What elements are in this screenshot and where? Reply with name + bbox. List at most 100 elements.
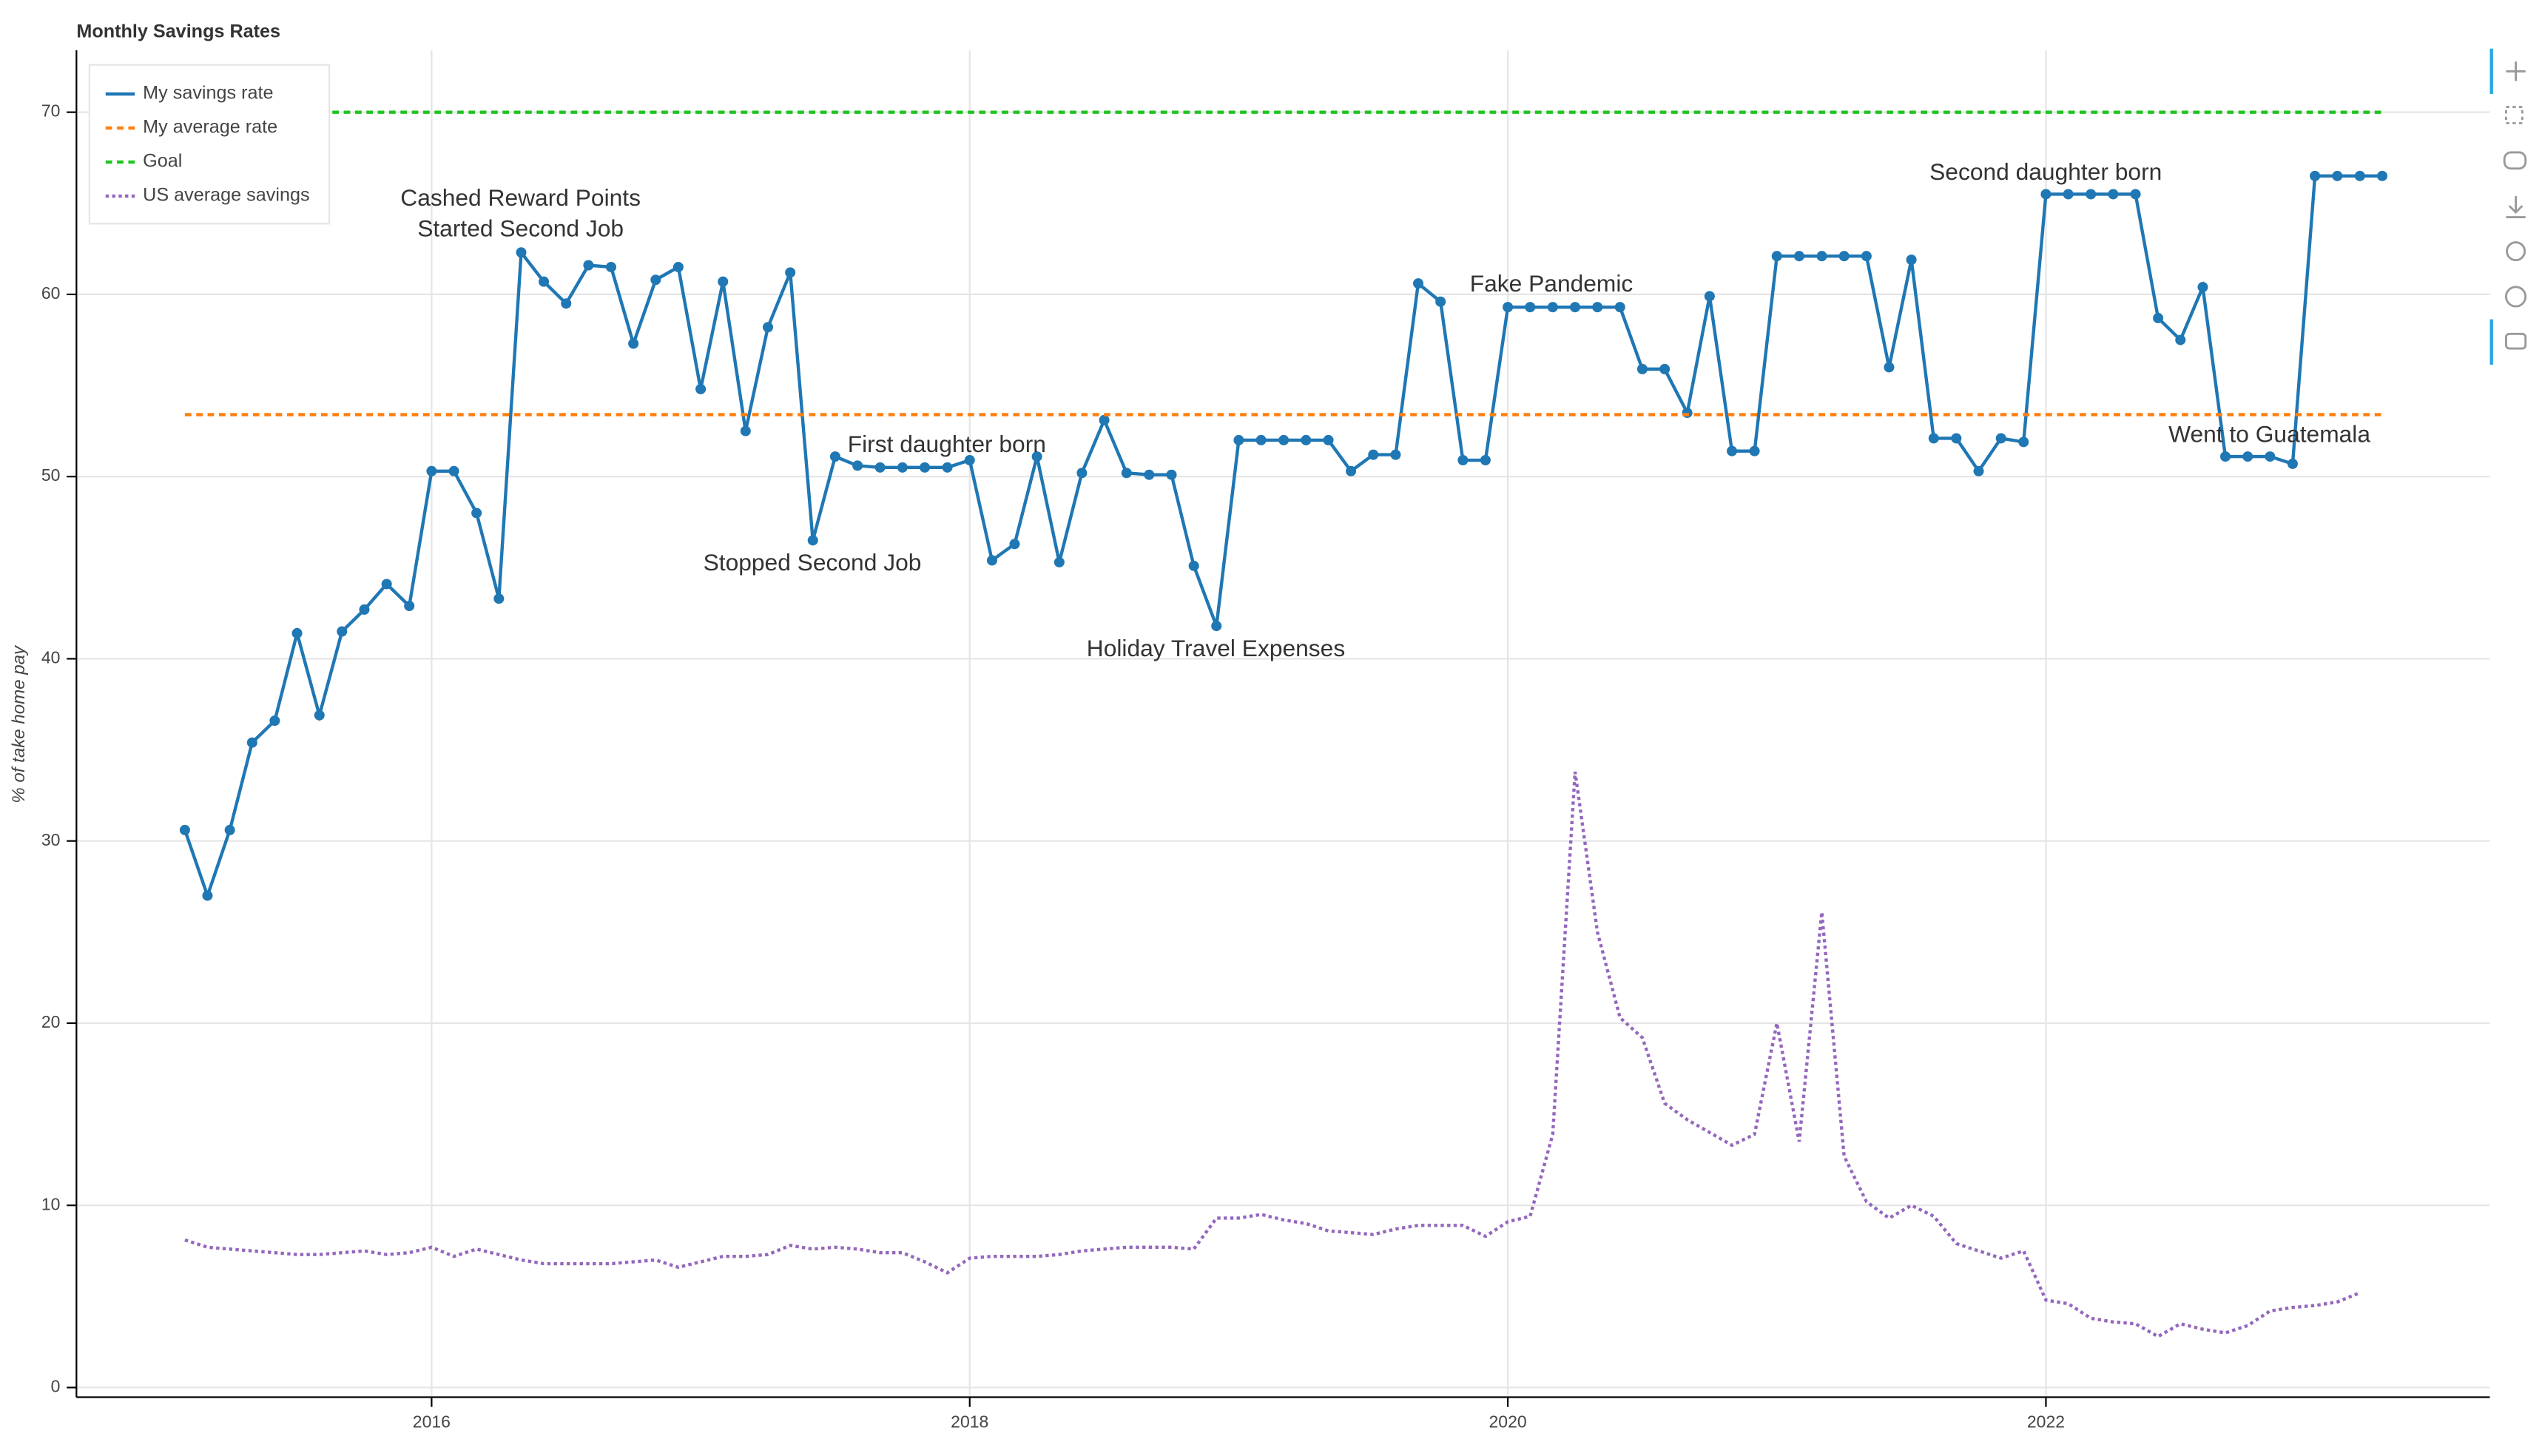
data-point bbox=[202, 890, 213, 901]
data-point bbox=[1816, 251, 1827, 262]
data-point bbox=[269, 715, 280, 727]
y-tick-label: 40 bbox=[41, 648, 61, 667]
box-zoom-tool[interactable] bbox=[2505, 106, 2524, 124]
y-tick-label: 50 bbox=[41, 465, 61, 485]
data-point bbox=[381, 579, 392, 590]
data-point bbox=[1614, 302, 1625, 313]
data-point bbox=[2265, 451, 2276, 462]
annotation: Cashed Reward Points bbox=[400, 184, 641, 211]
data-point bbox=[471, 508, 482, 519]
data-point bbox=[1592, 302, 1603, 313]
data-point bbox=[1861, 251, 1872, 262]
data-point bbox=[1211, 621, 1222, 632]
data-point bbox=[337, 626, 348, 637]
data-point bbox=[539, 276, 550, 287]
data-point bbox=[920, 462, 931, 473]
data-point bbox=[1166, 469, 1177, 480]
y-tick-label: 10 bbox=[41, 1194, 61, 1213]
data-point bbox=[1749, 445, 1760, 456]
data-point bbox=[807, 535, 818, 546]
data-point bbox=[1031, 451, 1042, 462]
data-point bbox=[2130, 189, 2141, 200]
data-point bbox=[1659, 363, 1670, 374]
data-point bbox=[1144, 469, 1155, 480]
data-point bbox=[583, 260, 594, 271]
reset-tool[interactable] bbox=[2506, 241, 2526, 262]
data-point bbox=[2197, 282, 2208, 293]
data-point bbox=[2310, 170, 2321, 181]
annotation: Stopped Second Job bbox=[704, 549, 922, 576]
help-tool[interactable] bbox=[2505, 286, 2527, 308]
legend: My savings rate My average rate Goal US ave… bbox=[88, 64, 331, 225]
data-point bbox=[2108, 189, 2119, 200]
grid: 0 10 20 30 40 50 60 70 2016 2018 2020 2022 bbox=[41, 50, 2490, 1432]
plot-area: Cashed Reward Points Started Second Job Fi… bbox=[179, 110, 2388, 1339]
legend-label: My average rate bbox=[143, 117, 277, 138]
data-point bbox=[291, 627, 303, 638]
data-point bbox=[2063, 189, 2074, 200]
data-point bbox=[2040, 189, 2052, 200]
data-point bbox=[942, 462, 953, 473]
data-point bbox=[2086, 189, 2097, 200]
y-tick-label: 60 bbox=[41, 283, 61, 303]
data-point bbox=[1682, 407, 1693, 418]
data-point bbox=[1636, 363, 1648, 374]
data-point bbox=[2354, 170, 2365, 181]
x-tick-label: 2020 bbox=[1489, 1412, 1527, 1432]
data-point bbox=[1704, 291, 1715, 302]
y-tick-label: 0 bbox=[51, 1377, 61, 1396]
data-point bbox=[426, 465, 437, 476]
data-point bbox=[1995, 433, 2006, 444]
data-point bbox=[246, 737, 257, 748]
data-point bbox=[2242, 451, 2253, 462]
data-point bbox=[986, 555, 997, 566]
data-point bbox=[1884, 362, 1895, 373]
data-point bbox=[1951, 433, 1962, 444]
data-point bbox=[1838, 251, 1850, 262]
save-tool[interactable] bbox=[2506, 196, 2526, 218]
annotation: Second daughter born bbox=[1929, 158, 2162, 185]
hover-tool[interactable] bbox=[2505, 332, 2527, 350]
data-point bbox=[762, 322, 774, 333]
data-point bbox=[404, 600, 415, 612]
data-point bbox=[1928, 433, 1939, 444]
data-point bbox=[1547, 302, 1558, 313]
data-point bbox=[785, 267, 796, 278]
data-point bbox=[2332, 170, 2343, 181]
data-point bbox=[1973, 465, 1984, 476]
data-point bbox=[1390, 449, 1401, 460]
data-point bbox=[1727, 445, 1738, 456]
chart-title: Monthly Savings Rates bbox=[76, 21, 280, 41]
y-axis-label: % of take home pay bbox=[9, 644, 29, 803]
x-tick-label: 2016 bbox=[413, 1412, 451, 1432]
data-point bbox=[1121, 468, 1132, 479]
legend-box bbox=[88, 64, 331, 225]
data-point bbox=[561, 298, 572, 309]
data-point bbox=[1570, 302, 1581, 313]
toolbar bbox=[2489, 48, 2527, 365]
data-point bbox=[1412, 278, 1424, 289]
data-point bbox=[224, 824, 235, 835]
tool-active bbox=[2489, 48, 2493, 95]
data-point bbox=[2175, 334, 2186, 346]
data-point bbox=[1053, 556, 1065, 567]
data-point bbox=[650, 274, 661, 286]
wheel-zoom-tool[interactable] bbox=[2503, 151, 2527, 170]
x-tick-label: 2022 bbox=[2027, 1412, 2065, 1432]
data-point bbox=[179, 824, 190, 835]
legend-label: My savings rate bbox=[143, 83, 273, 104]
y-tick-label: 20 bbox=[41, 1012, 61, 1031]
data-point bbox=[1076, 468, 1088, 479]
pan-tool[interactable] bbox=[2506, 61, 2526, 81]
series-line bbox=[184, 771, 2361, 1339]
data-point bbox=[1503, 302, 1514, 313]
data-point bbox=[516, 247, 527, 258]
data-point bbox=[1457, 454, 1469, 466]
data-point bbox=[2377, 170, 2388, 181]
data-point bbox=[1323, 434, 1334, 445]
data-point bbox=[1188, 560, 1199, 571]
data-point bbox=[2220, 451, 2231, 462]
